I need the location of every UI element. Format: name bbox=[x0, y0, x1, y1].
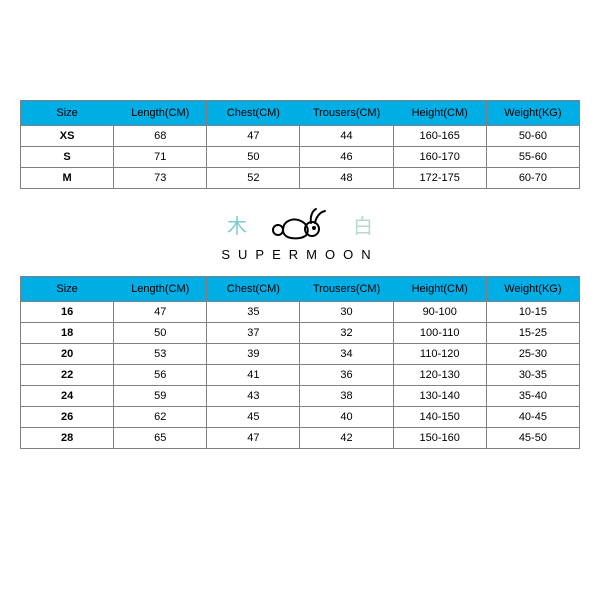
table-row: 18503732100-11015-25 bbox=[21, 323, 580, 344]
col-weight: Weight(KG) bbox=[486, 277, 579, 302]
table-row: S715046160-17055-60 bbox=[21, 147, 580, 168]
table-header-row: Size Length(CM) Chest(CM) Trousers(CM) H… bbox=[21, 277, 580, 302]
col-chest: Chest(CM) bbox=[207, 277, 300, 302]
table-cell: 50 bbox=[114, 323, 207, 344]
table-row: 20533934110-12025-30 bbox=[21, 344, 580, 365]
table-cell: 37 bbox=[207, 323, 300, 344]
table-cell: 18 bbox=[21, 323, 114, 344]
table-cell: XS bbox=[21, 126, 114, 147]
table-cell: 130-140 bbox=[393, 386, 486, 407]
table-cell: 60-70 bbox=[486, 168, 579, 189]
table-cell: 100-110 bbox=[393, 323, 486, 344]
table-cell: 45-50 bbox=[486, 428, 579, 449]
table-cell: 160-170 bbox=[393, 147, 486, 168]
col-size: Size bbox=[21, 101, 114, 126]
brand-row: 木 bbox=[20, 207, 580, 241]
table-cell: 140-150 bbox=[393, 407, 486, 428]
table-cell: 36 bbox=[300, 365, 393, 386]
table-cell: 28 bbox=[21, 428, 114, 449]
adult-size-chart: Size Length(CM) Chest(CM) Trousers(CM) H… bbox=[20, 100, 580, 189]
table-cell: 39 bbox=[207, 344, 300, 365]
table-cell: 65 bbox=[114, 428, 207, 449]
table-header-row: Size Length(CM) Chest(CM) Trousers(CM) H… bbox=[21, 101, 580, 126]
table-cell: 34 bbox=[300, 344, 393, 365]
col-length: Length(CM) bbox=[114, 101, 207, 126]
table-cell: 10-15 bbox=[486, 302, 579, 323]
table-cell: 20 bbox=[21, 344, 114, 365]
table-row: 1647353090-10010-15 bbox=[21, 302, 580, 323]
table-cell: 16 bbox=[21, 302, 114, 323]
table-cell: 25-30 bbox=[486, 344, 579, 365]
table-cell: 44 bbox=[300, 126, 393, 147]
table-cell: 150-160 bbox=[393, 428, 486, 449]
table-row: 22564136120-13030-35 bbox=[21, 365, 580, 386]
table-cell: 40 bbox=[300, 407, 393, 428]
table-cell: 38 bbox=[300, 386, 393, 407]
col-height: Height(CM) bbox=[393, 101, 486, 126]
table-cell: 47 bbox=[114, 302, 207, 323]
table-cell: 42 bbox=[300, 428, 393, 449]
kids-size-chart: Size Length(CM) Chest(CM) Trousers(CM) H… bbox=[20, 276, 580, 449]
table-cell: M bbox=[21, 168, 114, 189]
col-trousers: Trousers(CM) bbox=[300, 101, 393, 126]
table-cell: 62 bbox=[114, 407, 207, 428]
table-cell: S bbox=[21, 147, 114, 168]
table-cell: 32 bbox=[300, 323, 393, 344]
table-cell: 120-130 bbox=[393, 365, 486, 386]
table-cell: 172-175 bbox=[393, 168, 486, 189]
rabbit-icon bbox=[271, 207, 329, 241]
col-weight: Weight(KG) bbox=[486, 101, 579, 126]
table-cell: 48 bbox=[300, 168, 393, 189]
table-cell: 24 bbox=[21, 386, 114, 407]
adult-table: Size Length(CM) Chest(CM) Trousers(CM) H… bbox=[20, 100, 580, 189]
table-cell: 35-40 bbox=[486, 386, 579, 407]
table-cell: 90-100 bbox=[393, 302, 486, 323]
table-cell: 30 bbox=[300, 302, 393, 323]
table-cell: 56 bbox=[114, 365, 207, 386]
table-row: XS684744160-16550-60 bbox=[21, 126, 580, 147]
table-cell: 43 bbox=[207, 386, 300, 407]
table-cell: 15-25 bbox=[486, 323, 579, 344]
table-cell: 22 bbox=[21, 365, 114, 386]
brand-name: SUPERMOON bbox=[20, 247, 580, 262]
col-trousers: Trousers(CM) bbox=[300, 277, 393, 302]
cjk-left: 木 bbox=[227, 210, 247, 239]
brand-block: 木 bbox=[20, 207, 580, 262]
table-cell: 71 bbox=[114, 147, 207, 168]
table-row: 28654742150-16045-50 bbox=[21, 428, 580, 449]
page: Size Length(CM) Chest(CM) Trousers(CM) H… bbox=[0, 0, 600, 600]
col-length: Length(CM) bbox=[114, 277, 207, 302]
table-cell: 46 bbox=[300, 147, 393, 168]
table-cell: 59 bbox=[114, 386, 207, 407]
table-cell: 41 bbox=[207, 365, 300, 386]
col-size: Size bbox=[21, 277, 114, 302]
table-cell: 68 bbox=[114, 126, 207, 147]
table-cell: 47 bbox=[207, 126, 300, 147]
table-cell: 40-45 bbox=[486, 407, 579, 428]
table-cell: 110-120 bbox=[393, 344, 486, 365]
table-cell: 50-60 bbox=[486, 126, 579, 147]
table-cell: 35 bbox=[207, 302, 300, 323]
col-chest: Chest(CM) bbox=[207, 101, 300, 126]
table-row: M735248172-17560-70 bbox=[21, 168, 580, 189]
table-cell: 30-35 bbox=[486, 365, 579, 386]
table-cell: 45 bbox=[207, 407, 300, 428]
table-row: 24594338130-14035-40 bbox=[21, 386, 580, 407]
table-cell: 50 bbox=[207, 147, 300, 168]
table-cell: 160-165 bbox=[393, 126, 486, 147]
table-cell: 47 bbox=[207, 428, 300, 449]
kids-table: Size Length(CM) Chest(CM) Trousers(CM) H… bbox=[20, 276, 580, 449]
adult-table-body: XS684744160-16550-60S715046160-17055-60M… bbox=[21, 126, 580, 189]
col-height: Height(CM) bbox=[393, 277, 486, 302]
table-cell: 53 bbox=[114, 344, 207, 365]
table-cell: 52 bbox=[207, 168, 300, 189]
table-cell: 73 bbox=[114, 168, 207, 189]
cjk-right: 白 bbox=[353, 210, 373, 239]
table-cell: 26 bbox=[21, 407, 114, 428]
table-cell: 55-60 bbox=[486, 147, 579, 168]
kids-table-body: 1647353090-10010-1518503732100-11015-252… bbox=[21, 302, 580, 449]
table-row: 26624540140-15040-45 bbox=[21, 407, 580, 428]
